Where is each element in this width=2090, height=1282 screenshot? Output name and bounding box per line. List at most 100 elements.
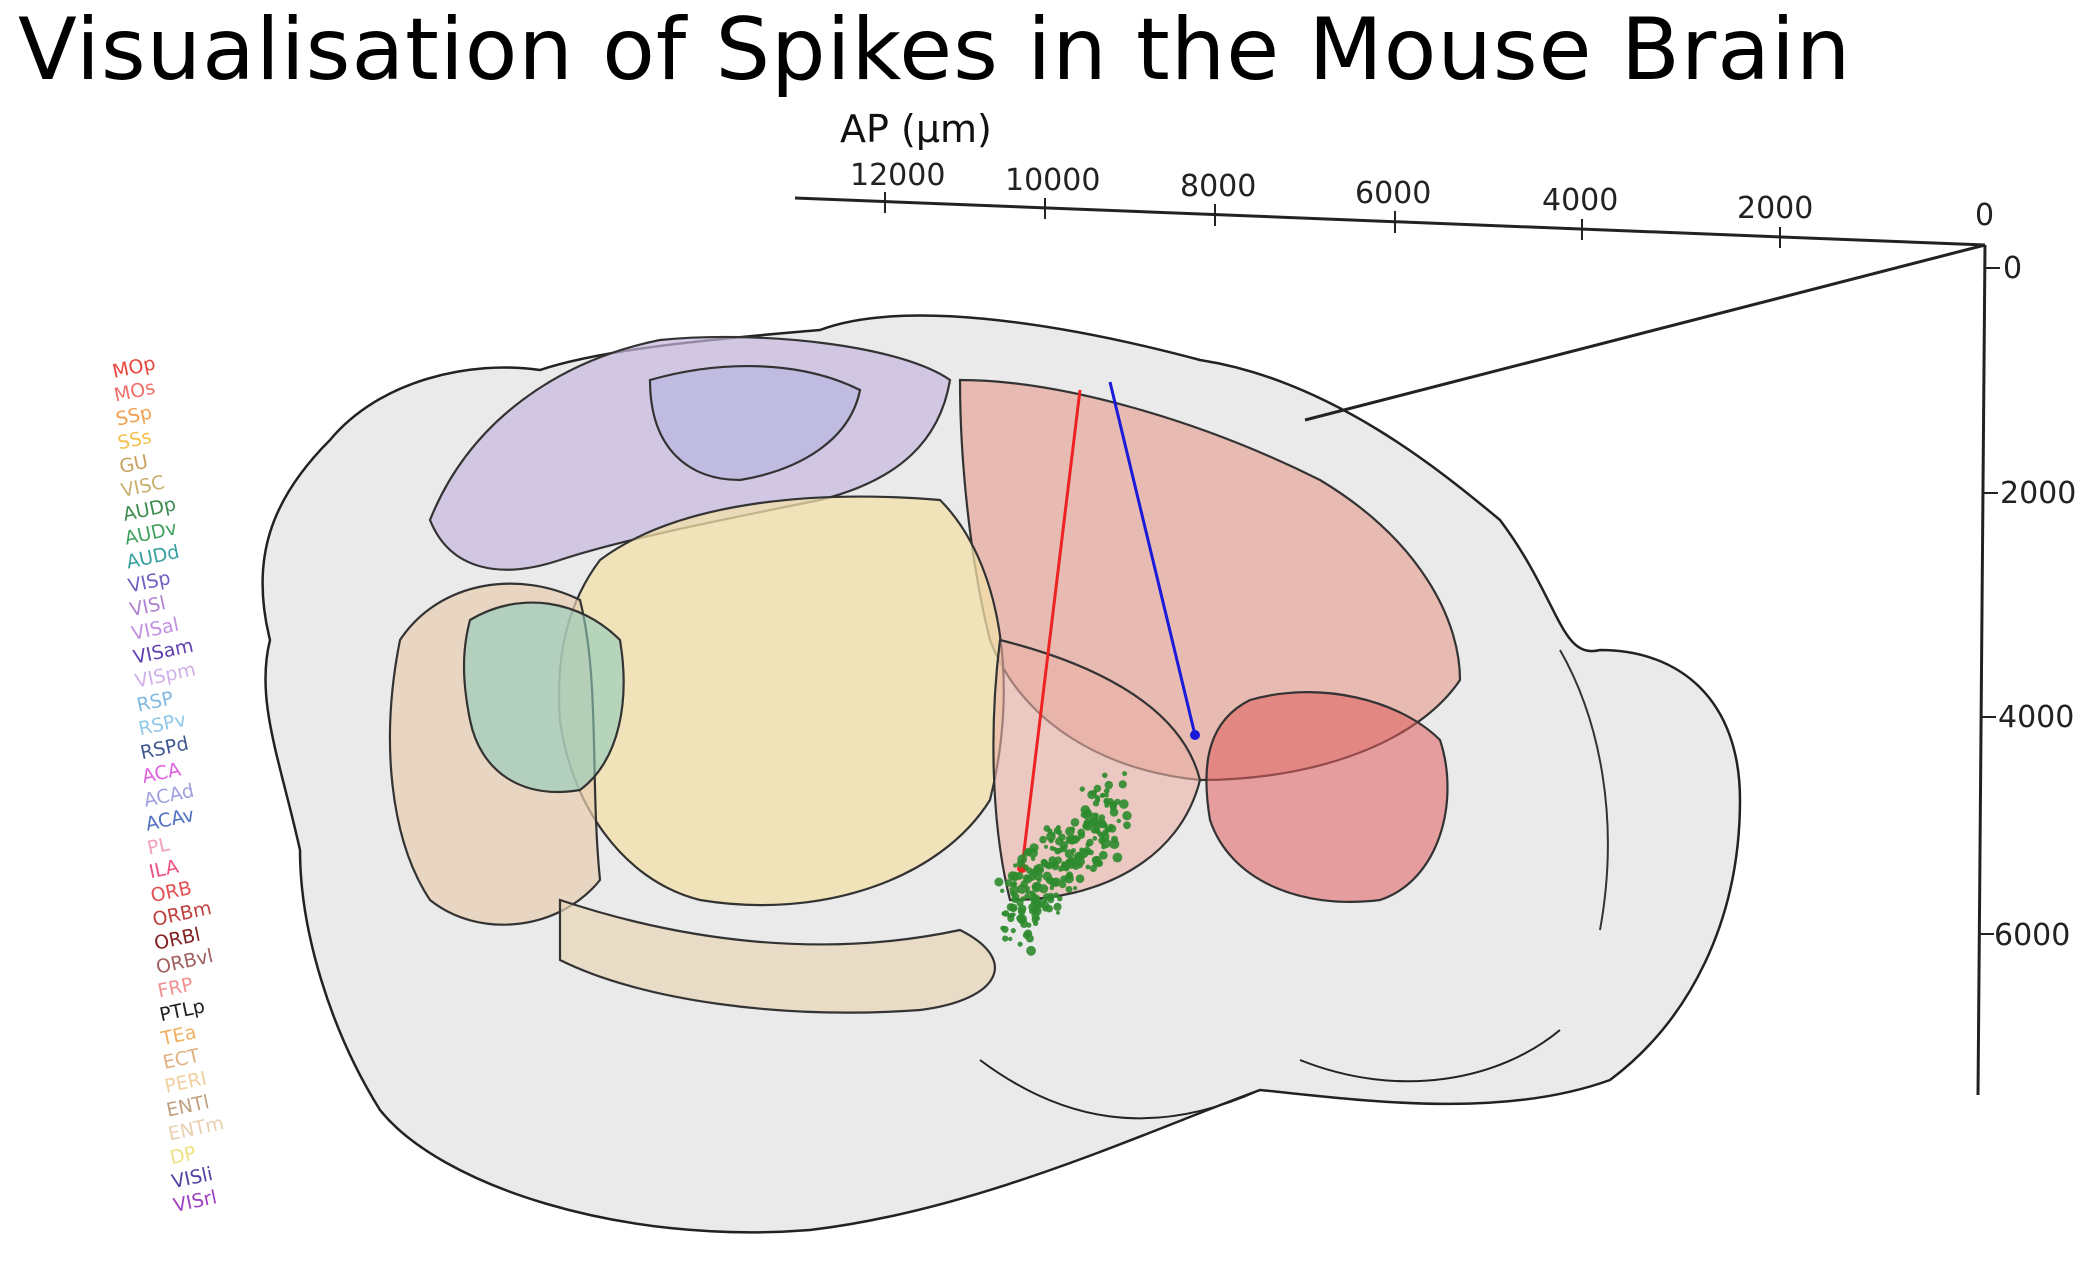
spike-point <box>1025 889 1031 895</box>
spike-point <box>1035 895 1040 901</box>
spike-point <box>1035 916 1040 921</box>
spike-point <box>1058 833 1066 841</box>
spike-point <box>1000 925 1006 931</box>
spike-point <box>1116 818 1122 824</box>
spike-point <box>1008 936 1013 942</box>
spike-point <box>1075 874 1085 883</box>
spike-point <box>1009 885 1019 895</box>
spike-point <box>1024 893 1030 900</box>
spike-point <box>1043 861 1050 869</box>
spike-point <box>1071 848 1076 853</box>
spike-point <box>1051 832 1056 837</box>
spike-point <box>1097 831 1104 838</box>
spike-point <box>1078 831 1085 839</box>
spike-point <box>1057 896 1063 902</box>
spike-point <box>1122 771 1128 777</box>
spike-point <box>1111 835 1118 843</box>
spike-point <box>1094 794 1100 801</box>
legend-item-pl: PL <box>145 833 172 859</box>
probe-track-red <box>1020 389 1082 869</box>
spike-point <box>1104 803 1110 808</box>
spike-point <box>1111 801 1117 808</box>
spike-point <box>1103 797 1110 804</box>
spike-point <box>1082 846 1092 856</box>
legend-item-dp: DP <box>168 1142 198 1169</box>
spike-point <box>994 877 1004 887</box>
dv-tick-label: 4000 <box>1998 700 2074 735</box>
spike-point <box>1007 915 1015 923</box>
spike-point <box>1056 829 1063 836</box>
spike-point <box>1076 857 1085 866</box>
spike-point <box>1103 823 1108 829</box>
spike-point <box>1093 826 1101 834</box>
spike-point <box>1033 864 1040 871</box>
spike-point <box>1089 791 1094 796</box>
spike-point <box>1108 824 1117 833</box>
spike-point <box>1098 820 1104 826</box>
spike-point <box>1083 818 1094 829</box>
cortex-regions <box>388 335 1462 1014</box>
ap-tick-label: 10000 <box>1005 163 1100 198</box>
spike-point <box>1025 934 1034 943</box>
spike-point <box>1093 812 1099 818</box>
spike-point <box>1002 935 1009 942</box>
figure-title: Visualisation of Spikes in the Mouse Bra… <box>18 0 1852 100</box>
spike-point <box>1016 899 1024 907</box>
spike-point <box>1047 828 1053 834</box>
spike-point <box>1123 821 1131 830</box>
spike-point <box>1085 842 1091 848</box>
spike-point <box>1033 881 1042 891</box>
spike-point <box>1122 811 1132 821</box>
spike-point <box>1065 885 1073 893</box>
ap-tick-label: 4000 <box>1542 183 1618 218</box>
dv-tick-label: 2000 <box>2000 476 2076 511</box>
spike-point <box>1017 941 1023 947</box>
ap-tick-label: 8000 <box>1180 169 1256 204</box>
ap-tick-label: 2000 <box>1737 191 1813 226</box>
spike-point <box>1098 850 1108 860</box>
spike-point <box>1073 886 1078 891</box>
ap-axis: AP (μm) 12000 10000 8000 6000 4000 2000 … <box>794 107 1994 248</box>
spike-point <box>1080 812 1086 818</box>
spike-point <box>1102 772 1108 779</box>
spike-point <box>1041 901 1050 910</box>
spike-point <box>1053 902 1062 911</box>
spike-point <box>1092 800 1100 807</box>
spike-point <box>1112 852 1123 863</box>
spike-point <box>1050 860 1059 868</box>
spike-point <box>1004 879 1013 887</box>
ap-tick-label: 0 <box>1975 198 1994 233</box>
spike-point <box>1010 928 1016 934</box>
spike-point <box>1026 945 1036 956</box>
spike-point <box>1059 841 1069 850</box>
spike-point <box>1098 814 1106 821</box>
spike-point <box>1024 847 1032 855</box>
spike-point <box>1055 825 1061 830</box>
spike-point <box>1103 788 1110 794</box>
spike-point <box>1104 793 1109 798</box>
spike-point <box>1092 836 1098 841</box>
spike-point <box>1104 828 1109 833</box>
dv-axis: 0 2000 4000 6000 <box>1304 243 2076 1096</box>
legend-item-sss: SSs <box>116 426 154 455</box>
spike-point <box>1070 818 1080 827</box>
spike-point <box>1026 867 1033 874</box>
region-legend: MOpMOsSSpSSsGUVISCAUDpAUDvAUDdVISpVISlVI… <box>110 352 225 1217</box>
spike-point <box>1017 854 1028 865</box>
spike-point <box>1007 871 1018 881</box>
spike-point <box>1070 826 1076 832</box>
spike-cluster <box>994 771 1132 956</box>
spike-point <box>1000 888 1005 893</box>
spike-point <box>1089 864 1097 873</box>
spike-point <box>1072 863 1080 870</box>
spike-point <box>1013 863 1018 868</box>
spike-point <box>1098 836 1106 845</box>
spike-point <box>1085 864 1091 870</box>
ap-axis-title: AP (μm) <box>840 107 992 151</box>
spike-point <box>1052 847 1058 852</box>
spike-point <box>1060 875 1068 883</box>
ap-tick-label: 12000 <box>850 158 945 193</box>
spike-point <box>1012 906 1018 912</box>
spike-point <box>1053 892 1059 898</box>
